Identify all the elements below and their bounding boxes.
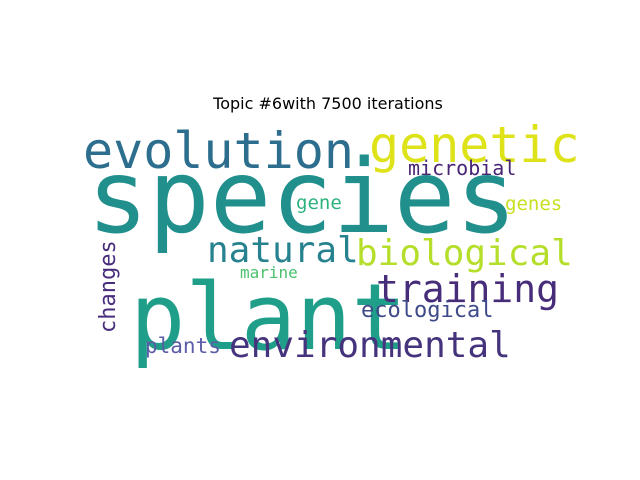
word-marine: marine	[240, 263, 298, 282]
word-environmental: environmental	[229, 325, 511, 366]
word-species: species	[87, 138, 517, 257]
word-ecological: ecological	[361, 298, 493, 323]
word-genes: genes	[505, 193, 562, 215]
word-natural: natural	[207, 230, 359, 271]
word-biological: biological	[356, 233, 573, 274]
word-plants: plants	[145, 334, 221, 358]
word-genetic: genetic	[369, 116, 580, 174]
word-microbial: microbial	[408, 156, 516, 180]
word-changes: changes	[96, 240, 121, 333]
word-training: training	[376, 267, 559, 311]
chart-title: Topic #6with 7500 iterations	[213, 94, 443, 113]
word-evolution: evolution	[83, 122, 354, 180]
word-plant: plant	[130, 264, 407, 371]
word-gene: gene	[296, 192, 342, 214]
